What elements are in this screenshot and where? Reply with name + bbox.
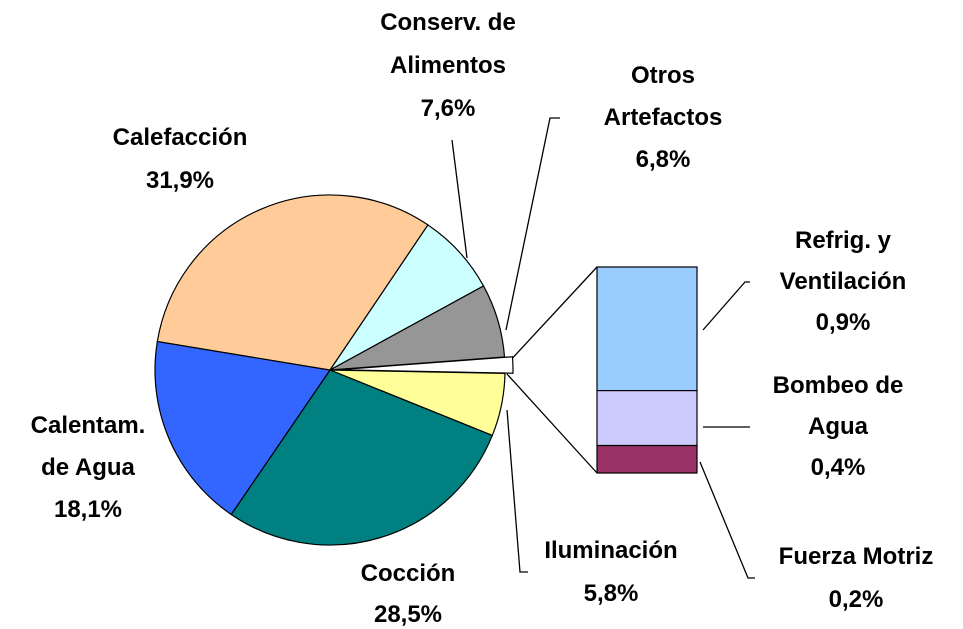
composite-slice [337, 356, 514, 374]
category-label: Refrig. y [795, 227, 892, 254]
category-label: Conserv. de [380, 9, 516, 36]
pie-slice [230, 369, 494, 546]
slice-label: Conserv. de Alimentos 7,6% [380, 9, 516, 122]
pie [154, 194, 514, 546]
leader-line [451, 139, 468, 259]
value-label: 28,5% [374, 601, 442, 628]
value-label: 5,8% [584, 580, 639, 607]
slice-label: Fuerza Motriz 0,2% [779, 543, 934, 613]
pie-slice [154, 340, 332, 516]
value-label: 7,6% [421, 95, 476, 122]
category-label: Agua [808, 413, 869, 440]
category-label: Ventilación [780, 268, 907, 295]
leader-line [506, 409, 528, 573]
category-label: Bombeo de [773, 372, 904, 399]
slice-label: Cocción 28,5% [361, 560, 456, 628]
pie-slice [156, 194, 429, 371]
value-label: 31,9% [146, 167, 214, 194]
value-label: 0,4% [811, 454, 866, 481]
leader-lines [451, 117, 755, 579]
slice-label: Otros Artefactos 6,8% [604, 62, 723, 173]
bar-segment [596, 266, 698, 392]
leader-line [702, 281, 750, 331]
leader-line [699, 461, 755, 579]
category-label: Artefactos [604, 104, 723, 131]
category-label: Iluminación [544, 537, 677, 564]
bar-segment [596, 444, 698, 474]
value-label: 0,2% [829, 586, 884, 613]
bar-segment [596, 390, 698, 447]
slice-label: Iluminación 5,8% [544, 537, 677, 607]
slice-label: Calefacción 31,9% [113, 124, 248, 194]
slice-label: Calentam. de Agua 18,1% [31, 412, 146, 523]
leader-line [505, 117, 560, 331]
connector-line [506, 373, 598, 474]
value-label: 0,9% [816, 309, 871, 336]
value-label: 18,1% [54, 496, 122, 523]
category-label: Fuerza Motriz [779, 543, 934, 570]
category-label: Calentam. [31, 412, 146, 439]
value-label: 6,8% [636, 146, 691, 173]
slice-label: Bombeo de Agua 0,4% [773, 372, 904, 481]
breakout-bar [596, 266, 698, 474]
category-label: Otros [631, 62, 695, 89]
category-label: Alimentos [390, 52, 506, 79]
slice-label: Refrig. y Ventilación 0,9% [780, 227, 907, 336]
category-label: Calefacción [113, 124, 248, 151]
category-label: Cocción [361, 560, 456, 587]
category-label: de Agua [41, 454, 135, 481]
connector-line [506, 266, 598, 365]
